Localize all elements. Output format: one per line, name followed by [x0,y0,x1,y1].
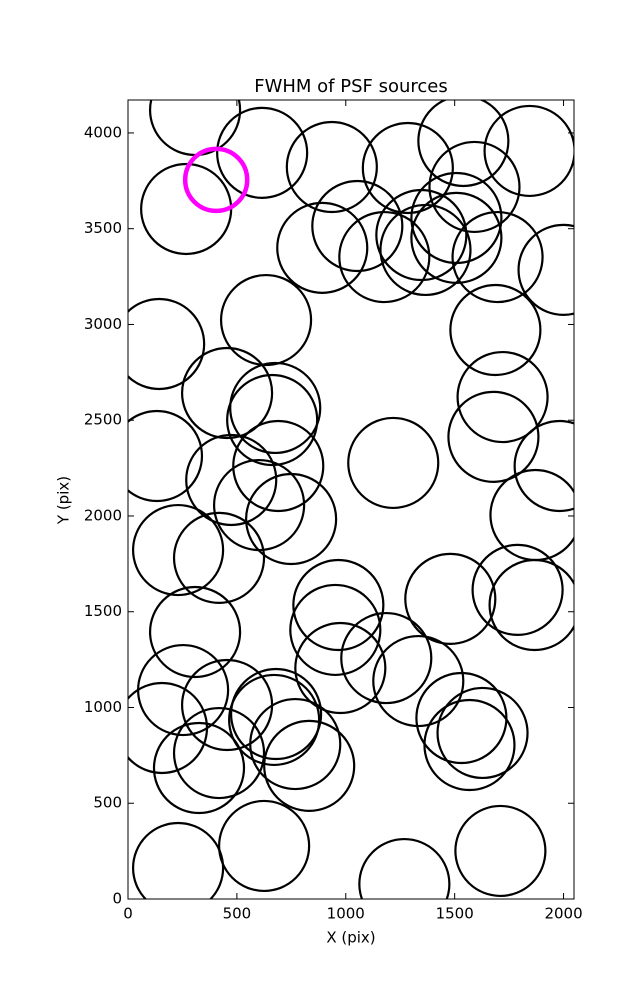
chart-title: FWHM of PSF sources [254,76,448,97]
y-tick-label: 1000 [84,698,122,716]
x-axis-label: X (pix) [326,929,375,947]
source-marker [447,390,540,483]
source-marker [152,721,246,815]
source-marker [128,409,204,503]
source-marker [488,558,574,652]
source-marker [358,837,451,899]
source-marker [185,433,278,527]
source-marker [294,621,387,715]
source-marker [148,585,242,679]
x-tick-label: 500 [223,905,252,923]
source-marker [423,698,516,792]
source-marker [449,283,542,377]
y-tick-label: 2000 [84,506,122,524]
y-tick-label: 2500 [84,411,122,429]
y-tick-label: 4000 [84,123,122,141]
source-marker [226,373,319,467]
source-marker [292,558,385,652]
source-marker [285,120,378,214]
source-marker [172,706,266,800]
y-axis-label: Y (pix) [55,476,73,525]
source-marker [404,552,497,645]
source-marker [456,350,549,444]
source-marker [517,223,574,316]
source-marker [483,104,574,198]
source-marker [131,503,225,597]
source-marker [347,416,440,510]
source-marker [372,634,465,728]
x-tick-label: 1500 [436,905,474,923]
plot-area [128,100,574,899]
y-tick-label: 500 [93,794,122,812]
source-marker [180,346,274,440]
source-marker [471,543,564,636]
source-marker [148,100,242,157]
source-marker [128,297,206,391]
source-marker [228,673,321,767]
source-marker [428,140,521,234]
source-marker [454,804,547,898]
source-marker [289,583,382,677]
source-marker [172,511,266,605]
source-marker [229,667,323,761]
y-tick-label: 1500 [84,602,122,620]
axes-frame [127,99,575,900]
source-marker [311,179,404,273]
source-marker [136,643,230,737]
y-tick-label: 0 [112,890,122,908]
x-tick-label: 1000 [327,905,365,923]
source-marker [513,419,574,513]
source-marker [338,210,431,304]
source-marker [182,146,250,214]
source-marker [340,611,433,705]
source-marker [276,201,369,294]
y-tick-label: 3000 [84,315,122,333]
source-marker [229,361,322,455]
source-marker [128,681,209,775]
source-marker [451,210,544,304]
source-marker [245,472,338,566]
x-tick-label: 0 [123,905,133,923]
source-marker [436,686,529,780]
y-tick-label: 3500 [84,219,122,237]
source-marker [379,203,472,297]
source-marker [263,719,356,812]
source-marker [249,697,342,791]
source-marker [218,799,311,893]
source-marker [361,121,454,215]
source-marker [417,100,510,188]
source-marker [232,419,325,513]
source-marker [410,171,503,265]
source-marker [219,273,313,367]
source-marker [216,106,309,199]
source-marker [415,671,508,765]
source-marker [132,821,225,899]
x-tick-label: 2000 [544,905,582,923]
